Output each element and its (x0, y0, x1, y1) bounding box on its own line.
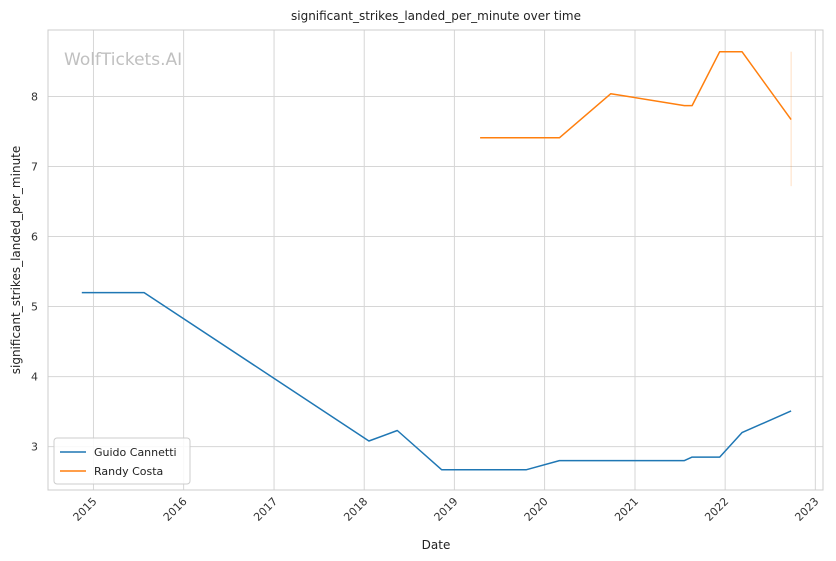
x-axis-ticks: 2015 2016 2017 2018 2019 2020 2021 2022 2023 (71, 495, 822, 524)
x-tick-label: 2023 (792, 495, 821, 524)
x-tick-label: 2020 (522, 495, 551, 524)
series-line (480, 50, 792, 139)
x-tick-label: 2017 (251, 495, 280, 524)
y-axis-ticks: 3 4 5 6 7 8 (31, 91, 38, 454)
series-layer (81, 50, 792, 471)
y-tick-label: 7 (31, 161, 38, 174)
legend-label: Guido Cannetti (94, 446, 177, 459)
grid (48, 30, 823, 490)
x-tick-label: 2019 (432, 495, 461, 524)
watermark: WolfTickets.AI (64, 50, 182, 70)
legend: Guido Cannetti Randy Costa (53, 437, 191, 485)
y-tick-label: 8 (31, 91, 38, 104)
x-axis-title: Date (422, 538, 451, 552)
plot-frame (47, 29, 824, 491)
x-tick-label: 2021 (612, 495, 641, 524)
y-tick-label: 5 (31, 301, 38, 314)
y-tick-label: 6 (31, 231, 38, 244)
x-tick-label: 2016 (161, 495, 190, 524)
x-tick-label: 2018 (341, 495, 370, 524)
x-tick-label: 2022 (702, 495, 731, 524)
series-1 (480, 50, 792, 187)
y-axis-title: significant_strikes_landed_per_minute (9, 146, 23, 375)
x-tick-label: 2015 (71, 495, 100, 524)
chart-title: significant_strikes_landed_per_minute ov… (291, 9, 581, 23)
series-line (81, 291, 792, 471)
y-tick-label: 4 (31, 371, 38, 384)
series-0 (81, 291, 792, 471)
legend-label: Randy Costa (94, 465, 163, 478)
y-tick-label: 3 (31, 441, 38, 454)
legend-box (53, 437, 191, 485)
